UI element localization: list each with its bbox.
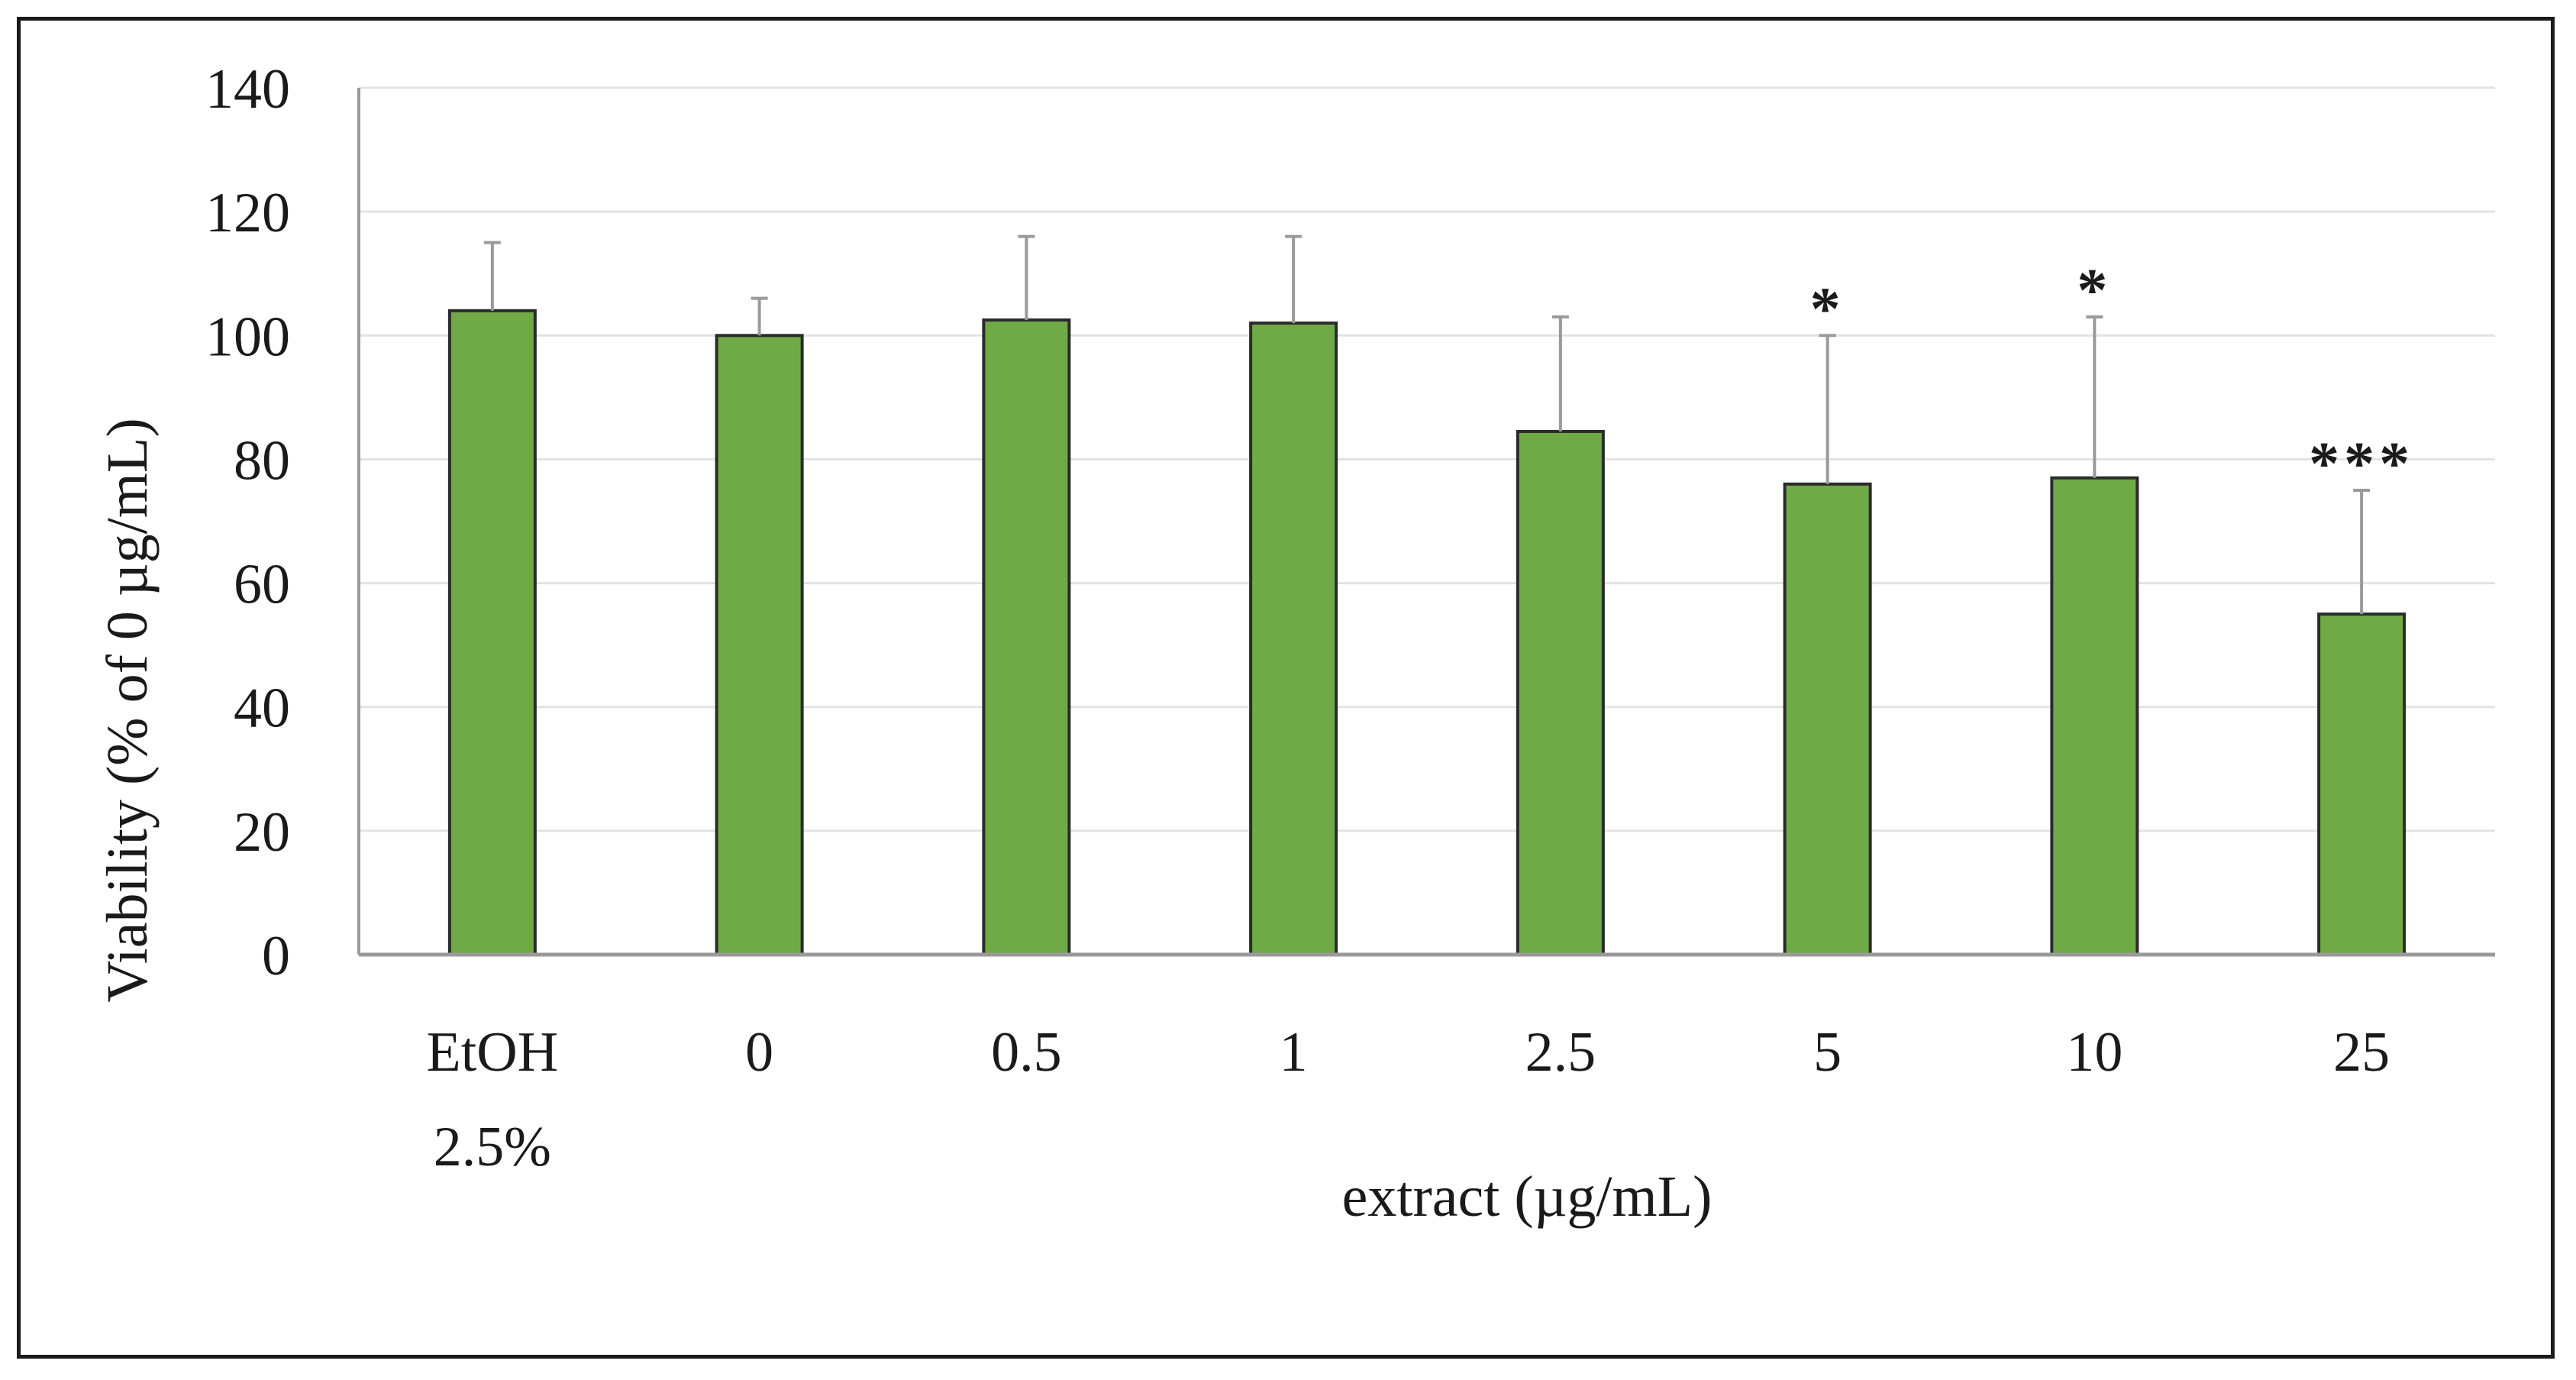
bar [447, 309, 537, 957]
y-tick-label: 60 [234, 554, 290, 616]
x-tick-label: 10 [2066, 1021, 2122, 1084]
significance-marker: * [2077, 257, 2112, 325]
y-tick-label: 120 [205, 182, 290, 244]
gridlines [359, 86, 2495, 832]
y-tick-label: 0 [262, 925, 290, 987]
x-tick-label: EtOH 2.5% [427, 1021, 559, 1178]
x-tick-label: 0 [745, 1021, 773, 1084]
x-tick-label: 1 [1280, 1021, 1308, 1084]
bar [1783, 482, 1872, 956]
significance-markers: * **** [1810, 257, 2414, 498]
error-bars [483, 234, 2371, 615]
bar [2050, 476, 2139, 956]
y-tick-label: 20 [234, 801, 290, 864]
bar [715, 334, 804, 956]
x-tick-labels: EtOH 2.5% 0 0.5 1 2.5 5 10 25 [427, 1021, 2390, 1178]
y-tick-label: 100 [205, 305, 290, 368]
bar [2317, 612, 2407, 956]
y-axis-title: Viability (% of 0 µg/mL) [95, 418, 160, 1002]
x-tick-label: 2.5 [1525, 1021, 1596, 1084]
y-tick-labels: 0 20 40 60 80 100 120 140 [205, 58, 290, 987]
axes [357, 88, 2495, 957]
bar [1516, 429, 1605, 956]
x-tick-label: 25 [2333, 1021, 2390, 1084]
x-tick-label: 0.5 [991, 1021, 1062, 1084]
significance-marker: *** [2309, 431, 2414, 498]
x-tick-label: 5 [1813, 1021, 1842, 1084]
bar [982, 318, 1071, 956]
y-tick-label: 140 [205, 58, 290, 121]
y-tick-label: 80 [234, 429, 290, 492]
bars [447, 309, 2407, 957]
y-tick-label: 40 [234, 677, 290, 740]
significance-marker: * [1810, 276, 1845, 343]
x-axis-title: extract (µg/mL) [1342, 1165, 1712, 1229]
bar [1249, 322, 1338, 957]
